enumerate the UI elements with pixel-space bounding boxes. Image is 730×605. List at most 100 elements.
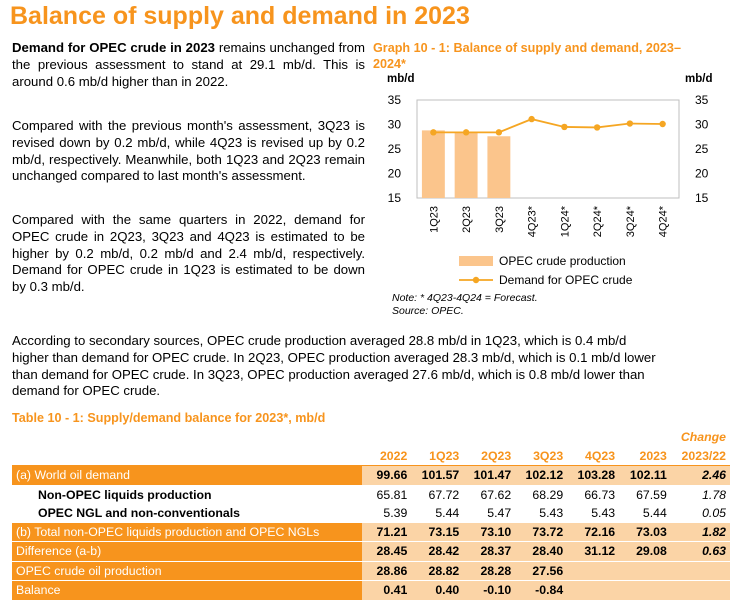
supply-demand-table: Change 2022 1Q23 2Q23 3Q23 4Q23 2023 202… <box>12 428 730 601</box>
table-cell: 31.12 <box>567 541 620 562</box>
row-label: Balance <box>12 580 362 601</box>
table-cell: 67.62 <box>480 487 512 502</box>
y-tick-label-left: 35 <box>388 93 402 107</box>
table-cell: 71.21 <box>361 522 412 542</box>
column-header: 2023/22 <box>681 448 726 463</box>
table-cell-change <box>670 580 730 601</box>
table-cell: 5.43 <box>591 506 616 521</box>
table-cell: 101.57 <box>411 465 464 486</box>
x-tick-label: 3Q24* <box>625 205 637 237</box>
y-tick-label-right: 20 <box>695 167 709 181</box>
y-tick-label-left: 30 <box>388 118 402 132</box>
table-cell: 28.82 <box>411 561 464 581</box>
note-forecast: Note: * 4Q23-4Q24 = Forecast. <box>392 292 538 304</box>
table-cell <box>567 561 620 581</box>
table-cell: 101.47 <box>463 465 516 486</box>
y-axis-unit-right: mb/d <box>685 73 712 85</box>
row-label: Non-OPEC liquids production <box>38 487 212 502</box>
table-row-opec-ngl: OPEC NGL and non-conventionals 5.39 5.44… <box>12 504 730 523</box>
x-tick-label: 4Q23* <box>527 205 539 237</box>
point-demand-for-opec-crude <box>626 120 634 127</box>
plot-area <box>416 99 680 199</box>
table-cell: 28.40 <box>515 541 568 562</box>
table-row-opec-crude-production: OPEC crude oil production 28.86 28.82 28… <box>12 561 730 581</box>
line-demand-for-opec-crude <box>433 118 663 134</box>
table-cell-change <box>670 561 730 581</box>
bar-opec-crude-production <box>454 132 478 198</box>
column-header: 2023 <box>639 448 667 463</box>
paragraph-line: than demand for OPEC crude. In 3Q23, OPE… <box>12 366 645 382</box>
legend-swatch-marker <box>472 276 480 284</box>
point-demand-for-opec-crude <box>561 123 568 131</box>
x-tick-label: 2Q23 <box>461 206 473 233</box>
paragraph-line: higher than demand for OPEC crude. In 2Q… <box>12 349 656 365</box>
table-cell-change: 0.05 <box>702 506 726 521</box>
table-cell-change: 1.82 <box>670 522 730 542</box>
paragraph-demand-summary: Demand for OPEC crude in 2023 remains un… <box>12 40 365 90</box>
table-cell: 28.37 <box>463 541 516 562</box>
table-cell: -0.10 <box>463 580 516 601</box>
table-cell-change: 1.78 <box>702 487 726 502</box>
y-tick-label-left: 20 <box>388 167 402 181</box>
table-cell: 28.42 <box>411 541 464 562</box>
table-cell: 73.10 <box>463 522 516 542</box>
x-tick-label: 2Q24* <box>592 205 604 237</box>
paragraph-secondary-sources: According to secondary sources, OPEC cru… <box>12 333 730 400</box>
table-row-non-opec-liquids: Non-OPEC liquids production 65.81 67.72 … <box>12 485 730 504</box>
paragraph-lead-bold: Demand for OPEC crude in 2023 <box>12 40 216 55</box>
bar-opec-crude-production <box>487 136 511 198</box>
paragraph-line: demand for OPEC crude. <box>12 383 161 399</box>
page-title: Balance of supply and demand in 2023 <box>10 2 470 30</box>
table-cell: 73.72 <box>515 522 568 542</box>
table-cell: 29.08 <box>619 541 671 562</box>
row-label: Difference (a-b) <box>12 541 362 562</box>
supply-demand-chart: mb/d mb/d 15 15 20 20 25 25 30 30 35 35 1Q23 2Q23 3… <box>387 73 712 287</box>
table-cell: 102.12 <box>515 465 568 486</box>
table-cell: 103.28 <box>567 465 620 486</box>
legend-swatch-bar <box>459 256 493 266</box>
paragraph-revision: Compared with the previous month's asses… <box>12 118 365 184</box>
point-demand-for-opec-crude <box>430 129 437 136</box>
table-cell: 28.86 <box>361 561 412 581</box>
row-label: (a) World oil demand <box>12 465 362 486</box>
paragraph-yoy-comparison: Compared with the same quarters in 2022,… <box>12 212 365 295</box>
legend-label-production: OPEC crude production <box>499 254 626 268</box>
table-cell: 0.40 <box>411 580 464 601</box>
table-cell: 0.41 <box>361 580 412 601</box>
table-cell: 5.44 <box>642 506 667 521</box>
table-row-world-demand: (a) World oil demand 99.66 101.57 101.47… <box>12 465 730 486</box>
table-cell: 72.16 <box>567 522 620 542</box>
table-cell: 27.56 <box>515 561 568 581</box>
table-cell <box>619 580 671 601</box>
column-header: 4Q23 <box>585 448 616 463</box>
table-cell: 99.66 <box>361 465 412 486</box>
legend-label-demand: Demand for OPEC crude <box>499 273 633 287</box>
table-cell-change: 2.46 <box>670 465 730 486</box>
table-cell: 5.39 <box>383 506 408 521</box>
x-tick-label: 3Q23 <box>494 206 506 233</box>
point-demand-for-opec-crude <box>593 124 601 131</box>
table-cell: 5.47 <box>487 506 512 521</box>
graph-title: Graph 10 - 1: Balance of supply and dema… <box>373 41 681 71</box>
y-tick-label-right: 30 <box>695 118 709 132</box>
table-cell: 5.44 <box>435 506 460 521</box>
table-cell: -0.84 <box>515 580 568 601</box>
point-demand-for-opec-crude <box>528 115 535 123</box>
point-demand-for-opec-crude <box>462 129 470 136</box>
table-cell <box>619 561 671 581</box>
y-tick-label-right: 15 <box>695 191 709 205</box>
table-cell-change: 0.63 <box>670 541 730 562</box>
table-title: Table 10 - 1: Supply/demand balance for … <box>12 411 326 425</box>
row-label: (b) Total non-OPEC liquids production an… <box>12 522 362 542</box>
change-label: Change <box>680 430 726 445</box>
column-header: 1Q23 <box>429 448 460 463</box>
table-cell: 66.73 <box>584 487 616 502</box>
y-axis-unit-left: mb/d <box>387 73 414 85</box>
point-demand-for-opec-crude <box>659 120 666 128</box>
note-source: Source: OPEC. <box>392 305 464 317</box>
y-tick-label-right: 25 <box>695 142 709 156</box>
point-demand-for-opec-crude <box>495 129 503 136</box>
paragraph-line: According to secondary sources, OPEC cru… <box>12 333 627 348</box>
table-cell <box>567 580 620 601</box>
table-cell: 5.43 <box>539 506 564 521</box>
